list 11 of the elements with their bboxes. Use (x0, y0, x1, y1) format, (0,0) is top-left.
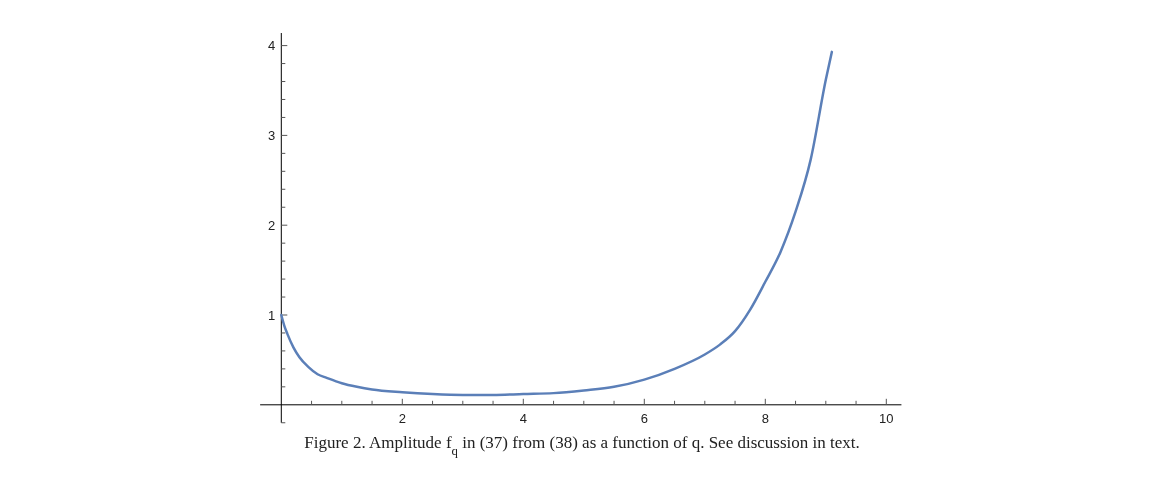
x-tick-label: 8 (761, 410, 769, 426)
x-tick-label: 6 (640, 410, 648, 426)
y-tick-label: 3 (268, 127, 276, 143)
caption: Figure 2. Amplitude f$_{q}$ in (37) from (38) as a function of q. See discussion in text. (304, 433, 860, 458)
x-tick-label: 2 (398, 410, 406, 426)
y-tick-label: 1 (268, 307, 276, 323)
y-tick-label: 4 (268, 38, 276, 54)
line-series (280, 50, 834, 397)
y-tick-label: 2 (268, 217, 276, 233)
x-tick-label: 4 (519, 410, 527, 426)
x-tick-label: 10 (879, 410, 894, 426)
